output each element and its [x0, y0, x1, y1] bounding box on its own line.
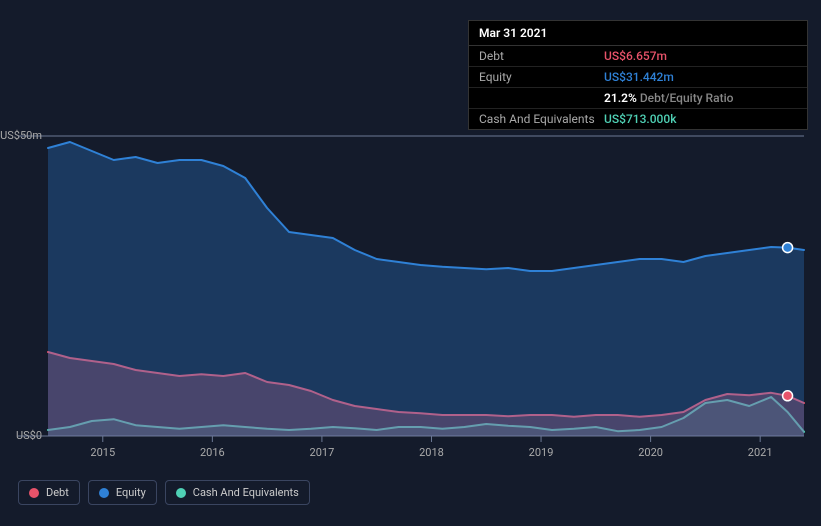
y-tick-label: US$50m: [0, 129, 42, 142]
x-tick-label: 2018: [419, 446, 444, 459]
tooltip-row-value: US$31.442m: [604, 70, 674, 84]
tooltip-row-value: 21.2% Debt/Equity Ratio: [604, 91, 733, 105]
x-tick-label: 2021: [748, 446, 773, 459]
y-tick-label: US$0: [0, 429, 42, 442]
legend-label: Equity: [116, 486, 146, 499]
legend-item[interactable]: Debt: [18, 480, 80, 505]
legend-swatch: [176, 488, 186, 498]
tooltip-row: Cash And EquivalentsUS$713.000k: [469, 109, 807, 129]
x-tick-label: 2017: [310, 446, 335, 459]
legend-swatch: [99, 488, 109, 498]
tooltip-row: EquityUS$31.442m: [469, 67, 807, 88]
legend-swatch: [29, 488, 39, 498]
legend-label: Cash And Equivalents: [193, 486, 299, 499]
legend-label: Debt: [46, 486, 69, 499]
tooltip-row: DebtUS$6.657m: [469, 46, 807, 67]
x-tick-label: 2020: [638, 446, 663, 459]
tooltip-row: 21.2% Debt/Equity Ratio: [469, 88, 807, 109]
chart-tooltip: Mar 31 2021 DebtUS$6.657mEquityUS$31.442…: [468, 20, 808, 130]
tooltip-row-label: Cash And Equivalents: [479, 112, 604, 126]
tooltip-row-label: [479, 91, 604, 105]
tooltip-row-value: US$6.657m: [604, 49, 667, 63]
x-tick-label: 2016: [200, 446, 225, 459]
tooltip-row-value: US$713.000k: [604, 112, 676, 126]
tooltip-row-label: Debt: [479, 49, 604, 63]
x-tick-label: 2015: [90, 446, 115, 459]
legend-item[interactable]: Equity: [88, 480, 157, 505]
tooltip-date: Mar 31 2021: [469, 21, 807, 46]
legend-item[interactable]: Cash And Equivalents: [165, 480, 310, 505]
chart-legend: Debt Equity Cash And Equivalents: [18, 480, 310, 505]
tooltip-row-label: Equity: [479, 70, 604, 84]
x-tick-label: 2019: [529, 446, 554, 459]
